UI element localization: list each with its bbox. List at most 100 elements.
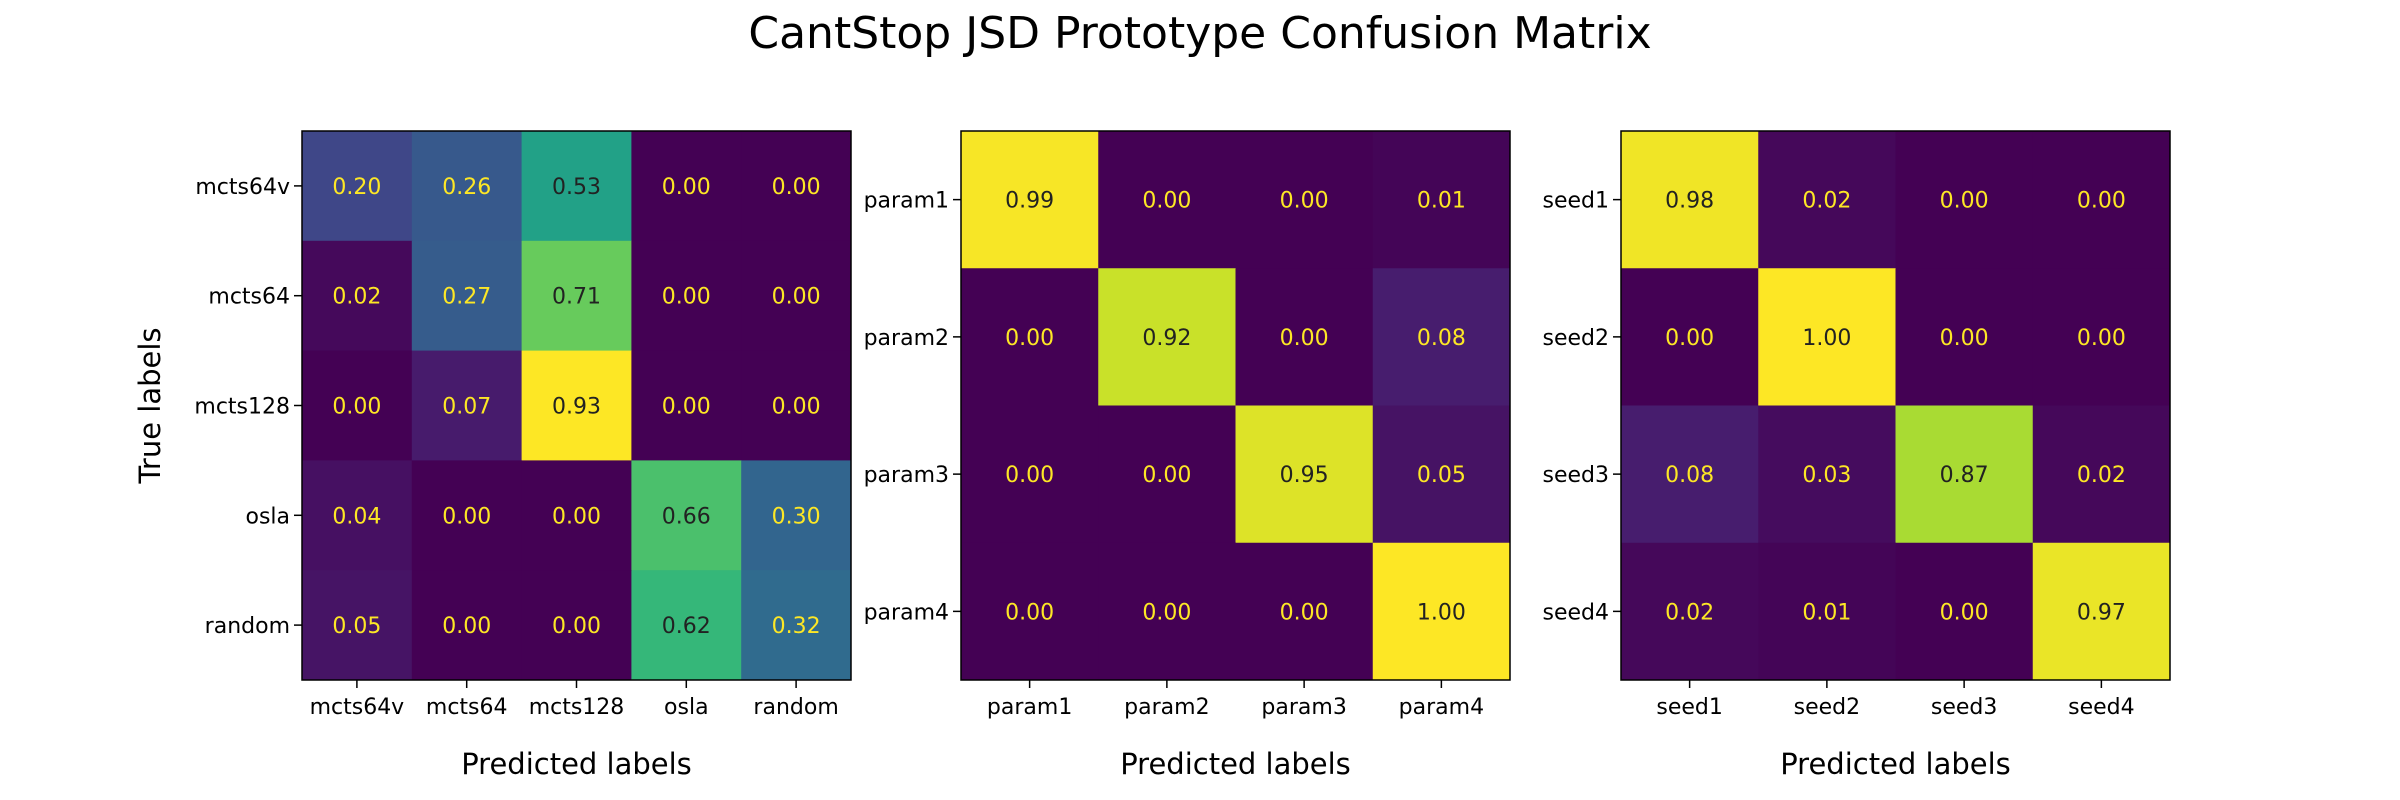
cell-value-label: 0.00 [552,504,601,529]
cell-value-label: 0.01 [1417,189,1466,214]
heatmap-cell [1235,131,1374,269]
x-axis-label: Predicted labels [1780,747,2011,781]
heatmap-cell [631,350,742,461]
x-tick-label: mcts64v [310,695,405,720]
heatmap-cell [961,405,1099,544]
cell-value-label: 0.07 [442,395,491,420]
x-tick-label: seed3 [1931,695,1998,720]
heatmap-cell [411,131,523,242]
cell-value-label: 1.00 [1802,326,1851,351]
confusion-matrix-3: 0.98 0.02 0.00 0.00 0.00 1.00 0.00 0.00 0.08 0.03… [1543,130,2171,781]
heatmap-cell [631,570,742,681]
cell-value-label: 0.53 [552,175,601,200]
cell-value-label: 0.00 [442,614,491,639]
heatmap-cell [1621,131,1759,269]
heatmap-cell [411,350,523,461]
y-tick-label: param2 [864,326,949,351]
confusion-matrix-2: 0.99 0.00 0.00 0.01 0.00 0.92 0.00 0.08 0.00 0.00… [864,130,1511,781]
cell-value-label: 0.05 [1417,463,1466,488]
cell-value-label: 0.02 [332,285,381,310]
cell-value-label: 0.00 [332,395,381,420]
cell-value-label: 0.00 [1280,326,1329,351]
x-tick-label: param3 [1261,695,1346,720]
heatmap-cell [302,131,413,242]
cell-value-label: 0.00 [772,395,821,420]
y-tick-label: seed4 [1543,600,1610,625]
cell-value-label: 0.95 [1280,463,1329,488]
x-tick-label: seed1 [1656,695,1723,720]
cell-value-label: 0.00 [662,395,711,420]
axes-frame [960,130,1511,681]
cell-value-label: 0.03 [1802,463,1851,488]
heatmap-cell [741,131,852,242]
heatmap-cell [521,240,632,352]
cell-value-label: 0.00 [662,285,711,310]
heatmap-cell [741,350,852,461]
cell-value-label: 0.00 [1280,189,1329,214]
x-tick-label: random [753,695,838,720]
cell-value-label: 0.00 [1940,326,1989,351]
heatmap-cell [1098,405,1236,544]
y-tick-label: mcts64v [195,175,290,200]
cell-value-label: 0.99 [1005,189,1054,214]
x-tick-label: osla [664,695,709,720]
cell-value-label: 0.00 [662,175,711,200]
heatmap-cell [1621,268,1759,406]
x-tick-label: mcts64 [426,695,508,720]
heatmap-cell [1372,268,1511,406]
cell-value-label: 0.00 [1005,326,1054,351]
cell-value-label: 0.02 [2077,463,2126,488]
heatmap-cell [741,460,852,571]
x-axis-label: Predicted labels [1120,747,1351,781]
confusion-matrix-1: 0.20 0.26 0.53 0.00 0.00 0.02 0.27 0.71 0.00 0.00… [133,130,852,781]
heatmap-cell [521,131,632,242]
cell-value-label: 0.97 [2077,600,2126,625]
heatmap-cell [2032,405,2171,544]
x-axis-label: Predicted labels [461,747,692,781]
heatmap-cell [631,131,742,242]
x-tick-label: mcts128 [529,695,625,720]
y-tick-label: param3 [864,463,949,488]
x-tick-label: param1 [987,695,1072,720]
heatmap-cell [302,460,413,571]
cell-value-label: 0.00 [1940,189,1989,214]
heatmap-cell [961,542,1099,681]
cell-value-label: 0.02 [1802,189,1851,214]
cell-value-label: 1.00 [1417,600,1466,625]
cell-value-label: 0.04 [332,504,381,529]
y-tick-label: osla [245,504,290,529]
heatmap-cell [1758,131,1896,269]
heatmap-cell [1372,542,1511,681]
cell-value-label: 0.00 [772,285,821,310]
cell-value-label: 0.66 [662,504,711,529]
y-axis-label: True labels [133,327,167,484]
heatmap-cell [961,131,1099,269]
cell-value-label: 0.00 [1005,600,1054,625]
heatmap-cell [2032,131,2171,269]
heatmap-cell [2032,542,2171,681]
heatmap-cell [1621,405,1759,544]
heatmap-cell [631,460,742,571]
y-tick-label: seed1 [1543,189,1610,214]
heatmap-cell [302,240,413,352]
heatmap-cell [631,240,742,352]
y-tick-label: mcts128 [194,395,290,420]
heatmap-cell [1372,131,1511,269]
heatmap-cell [411,460,523,571]
figure-title: CantStop JSD Prototype Confusion Matrix [748,8,1652,59]
cell-value-label: 0.05 [332,614,381,639]
cell-value-label: 0.00 [1005,463,1054,488]
heatmap-cell [1758,268,1896,406]
cell-value-label: 0.00 [1940,600,1989,625]
heatmap-cell [1098,131,1236,269]
cell-value-label: 0.00 [1665,326,1714,351]
cell-value-label: 0.98 [1665,189,1714,214]
cell-value-label: 0.93 [552,395,601,420]
heatmap-cell [1372,405,1511,544]
y-tick-label: param1 [864,189,949,214]
heatmap-cell [1235,268,1374,406]
cell-value-label: 0.00 [552,614,601,639]
cell-value-label: 0.00 [772,175,821,200]
heatmap-cell [411,240,523,352]
